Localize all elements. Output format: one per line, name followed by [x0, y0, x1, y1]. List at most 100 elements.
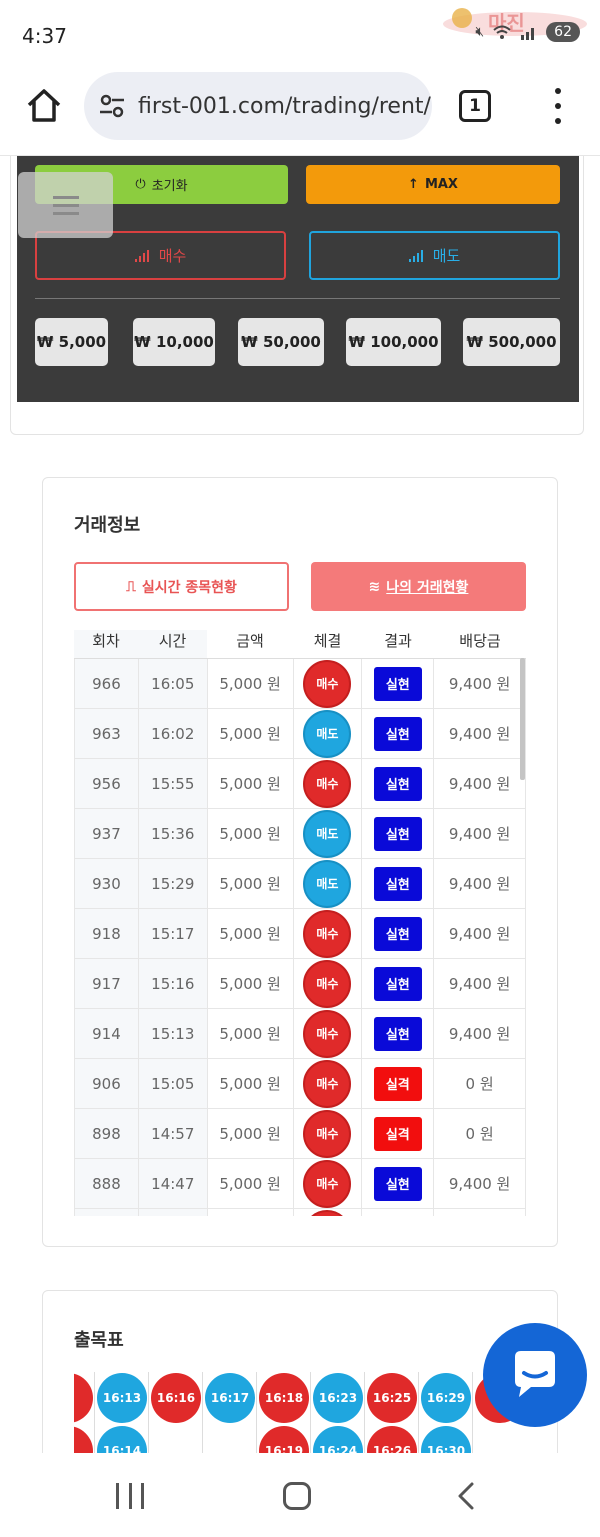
tab-live-label: 실시간 종목현황 — [141, 579, 237, 596]
table-row: 917 15:16 5,000 원 매수 실현 9,400 원 — [74, 959, 526, 1009]
cell-result: 실현 — [362, 1009, 435, 1058]
grid-column: 16:16 — [148, 1372, 202, 1454]
reset-label: 초기화 — [151, 179, 188, 194]
sell-button[interactable]: 매도 — [309, 231, 560, 280]
tab-my-trades[interactable]: ≋ 나의 거래현황 — [311, 562, 526, 611]
cell-side: 매수 — [294, 659, 363, 708]
buy-badge: 매수 — [303, 1109, 352, 1158]
wifi-icon — [493, 25, 511, 39]
buy-badge: 매수 — [303, 759, 352, 808]
table-row: 930 15:29 5,000 원 매도 실현 9,400 원 — [74, 859, 526, 909]
cell-side: 매도 — [294, 709, 363, 758]
sell-result-cell: 16:30 — [421, 1426, 471, 1454]
sell-result-cell: 16:23 — [313, 1373, 363, 1423]
amount-100000-button[interactable]: ₩ 100,000 — [346, 318, 441, 366]
cell-round: 956 — [75, 759, 139, 808]
home-icon[interactable] — [24, 86, 64, 126]
table-row: 956 15:55 5,000 원 매수 실현 9,400 원 — [74, 759, 526, 809]
cell-payout: 9,400 원 — [434, 1009, 526, 1058]
trade-history-table[interactable]: 966 16:05 5,000 원 매수 실현 9,400 원 963 16:02 5,000 … — [74, 658, 526, 1216]
system-nav-bar — [0, 1453, 600, 1537]
signal-bars-icon — [408, 249, 423, 262]
table-row: 888 14:47 5,000 원 매수 실현 9,400 원 — [74, 1159, 526, 1209]
max-button[interactable]: ↑ MAX — [306, 165, 560, 204]
browser-toolbar: first-001.com/trading/rent/g 1 — [0, 70, 600, 156]
chat-icon — [515, 1351, 555, 1397]
table-scrollbar[interactable] — [520, 658, 525, 780]
chat-button[interactable] — [483, 1323, 587, 1427]
signal-bars-icon — [134, 249, 149, 262]
grid-column: 16:25 16:26 — [364, 1372, 418, 1454]
cell-payout: 9,400 원 — [434, 659, 526, 708]
more-menu-icon[interactable] — [548, 88, 568, 124]
grid-column: 16:18 16:19 — [256, 1372, 310, 1454]
cell-result: 실현 — [362, 859, 435, 908]
battery-indicator: 62 — [546, 22, 580, 42]
header-round: 회차 — [74, 630, 138, 658]
cell-side: 매수 — [294, 1059, 363, 1108]
buy-badge: 매수 — [303, 659, 352, 708]
sell-result-cell: 16:29 — [421, 1373, 471, 1423]
table-row: 매수 — [74, 1209, 526, 1216]
grid-column: 16:23 16:24 — [310, 1372, 364, 1454]
chart-title: 출목표 — [74, 1330, 124, 1351]
buy-button[interactable]: 매수 — [35, 231, 286, 280]
buy-result-cell: 16:18 — [259, 1373, 309, 1423]
sell-result-cell: 16:17 — [205, 1373, 255, 1423]
cell-payout: 9,400 원 — [434, 909, 526, 958]
cell-result: 실격 — [362, 1059, 435, 1108]
home-nav-icon[interactable] — [283, 1482, 311, 1510]
sell-result-cell: 16:14 — [97, 1426, 147, 1454]
cell-side: 매수 — [294, 759, 363, 808]
cell-result: 실현 — [362, 909, 435, 958]
result-grid: 116:1316:1416:1616:1716:1816:1916:2316:2… — [74, 1372, 524, 1454]
status-time: 4:37 — [22, 24, 67, 48]
cell-result: 실현 — [362, 1159, 435, 1208]
cell-amount: 5,000 원 — [208, 1009, 294, 1058]
cell-round: 917 — [75, 959, 139, 1008]
cell-time: 14:57 — [138, 1109, 208, 1158]
cell-payout: 9,400 원 — [434, 959, 526, 1008]
amount-10000-button[interactable]: ₩ 10,000 — [133, 318, 215, 366]
cell-side: 매수 — [294, 909, 363, 958]
sell-badge: 매도 — [303, 709, 352, 758]
cell-time: 15:29 — [138, 859, 208, 908]
site-settings-icon[interactable] — [98, 92, 126, 120]
result-badge: 실격 — [373, 1116, 422, 1151]
max-label: MAX — [424, 177, 458, 192]
cell-side: 매수 — [294, 1009, 363, 1058]
result-badge: 실현 — [373, 666, 422, 701]
hamburger-menu-icon[interactable] — [18, 172, 113, 238]
cell-amount: 5,000 원 — [208, 959, 294, 1008]
svg-text:마진: 마진 — [488, 11, 525, 35]
tab-live-status[interactable]: ⎍ 실시간 종목현황 — [74, 562, 289, 611]
section-title: 거래정보 — [74, 515, 141, 536]
table-row: 963 16:02 5,000 원 매도 실현 9,400 원 — [74, 709, 526, 759]
amount-5000-button[interactable]: ₩ 5,000 — [35, 318, 108, 366]
cell-time: 15:16 — [138, 959, 208, 1008]
recent-apps-icon[interactable] — [116, 1483, 144, 1509]
amount-50000-button[interactable]: ₩ 50,000 — [238, 318, 324, 366]
cell-time: 15:36 — [138, 809, 208, 858]
buy-result-cell: 16:16 — [151, 1373, 201, 1423]
sell-result-cell: 16:13 — [97, 1373, 147, 1423]
cell-amount: 5,000 원 — [208, 1109, 294, 1158]
tab-mine-label: 나의 거래현황 — [386, 579, 469, 596]
back-icon[interactable] — [452, 1481, 480, 1511]
grid-column: 16:17 — [202, 1372, 256, 1454]
divider — [35, 298, 560, 299]
cell-amount: 5,000 원 — [208, 859, 294, 908]
tab-switcher-button[interactable]: 1 — [459, 90, 491, 122]
table-row: 918 15:17 5,000 원 매수 실현 9,400 원 — [74, 909, 526, 959]
address-bar[interactable]: first-001.com/trading/rent/g — [84, 72, 432, 140]
header-payout: 배당금 — [459, 632, 501, 650]
cell-result: 실현 — [362, 959, 435, 1008]
cell-result: 실현 — [362, 709, 435, 758]
cell-amount: 5,000 원 — [208, 909, 294, 958]
pulse-icon: ⎍ — [126, 578, 136, 595]
buy-result-cell: 16:25 — [367, 1373, 417, 1423]
table-header: 회차 시간 금액 체결 결과 배당금 — [74, 630, 526, 658]
amount-500000-button[interactable]: ₩ 500,000 — [463, 318, 560, 366]
cell-amount: 5,000 원 — [208, 759, 294, 808]
table-row: 937 15:36 5,000 원 매도 실현 9,400 원 — [74, 809, 526, 859]
